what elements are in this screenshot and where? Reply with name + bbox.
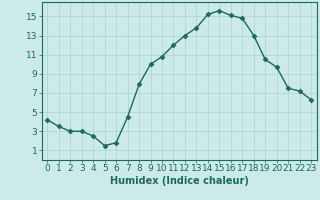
X-axis label: Humidex (Indice chaleur): Humidex (Indice chaleur) (110, 176, 249, 186)
